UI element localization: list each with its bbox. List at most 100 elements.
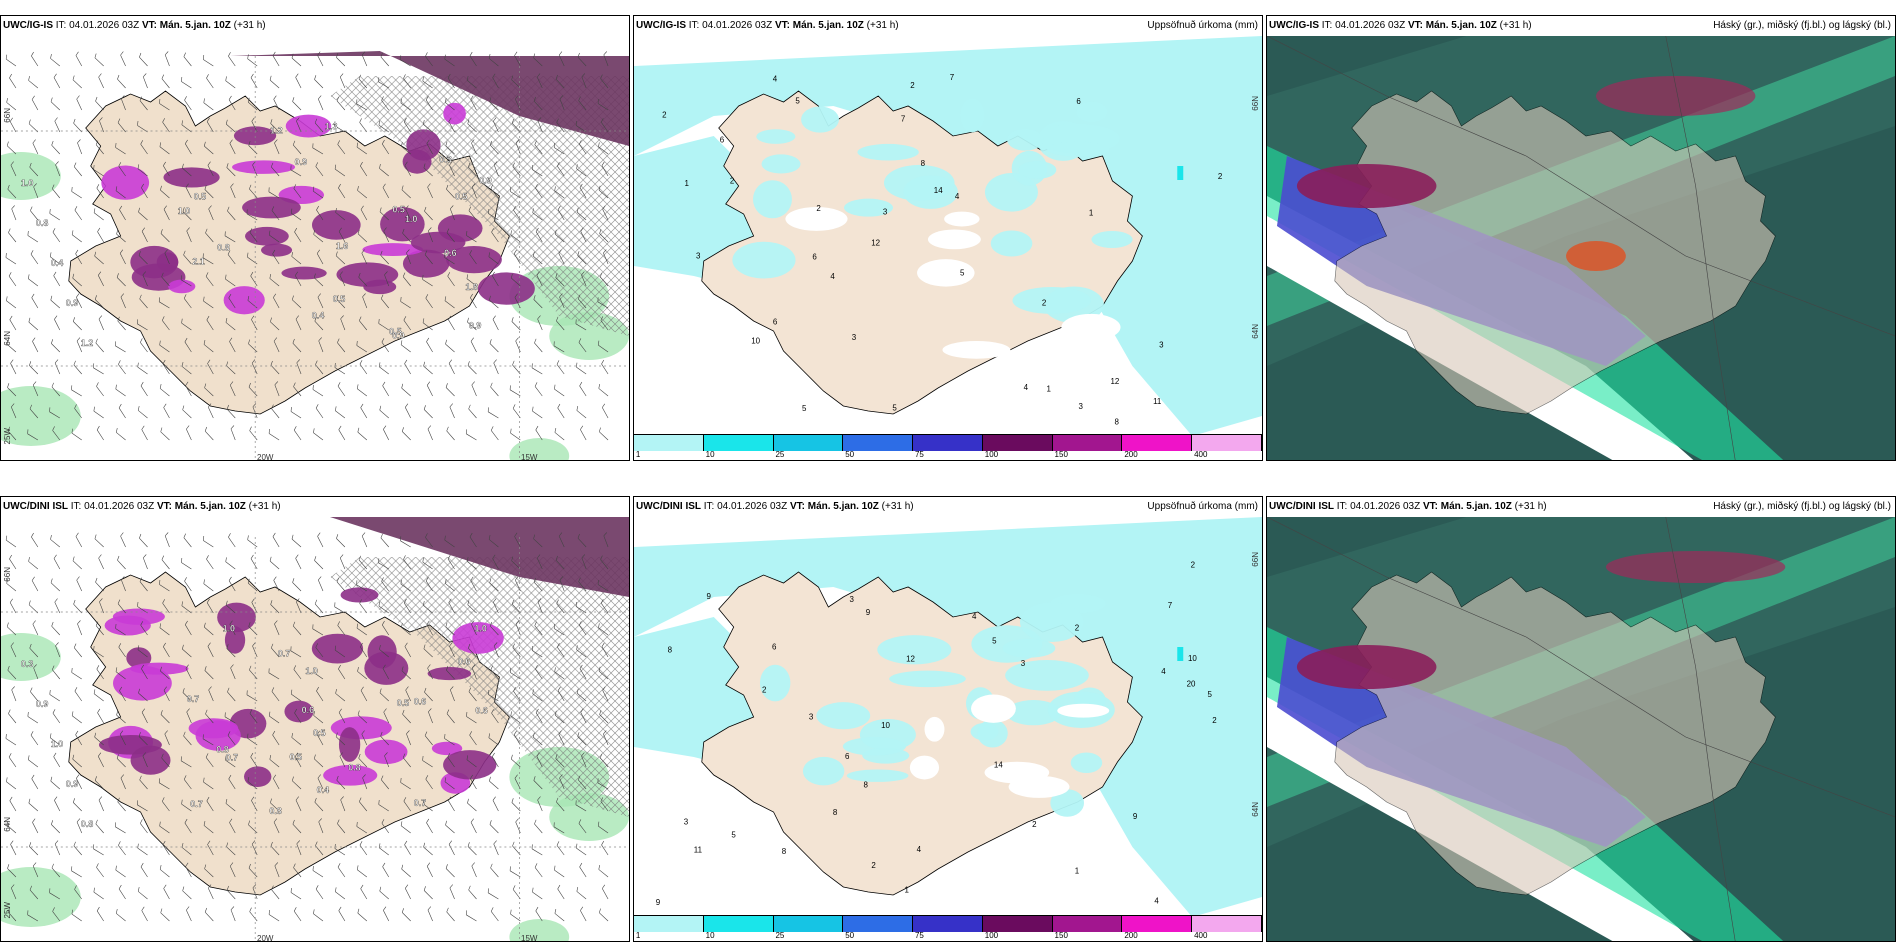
precip-value-label: 5 — [892, 403, 897, 412]
panel-ig-wind: UWC/IG-IS IT: 04.01.2026 03Z VT: Mán. 5.… — [0, 15, 630, 461]
legend-tick: 200 — [1124, 931, 1138, 940]
legend-swatch — [634, 435, 704, 451]
panel-ig-cloud: UWC/IG-IS IT: 04.01.2026 03Z VT: Mán. 5.… — [1266, 15, 1896, 461]
wind-svg: 1.00.80.40.91.21.80.60.30.50.90.50.90.8 1… — [1, 36, 629, 460]
precip-value-label: 1 — [1075, 867, 1080, 876]
precip-value-label: 5 — [802, 404, 807, 413]
precip-value-label: 12 — [1110, 377, 1119, 386]
precip-value-label: 0.8 — [36, 218, 48, 228]
precip-value-label: 9 — [656, 898, 661, 907]
precip-value-label: 0.3 — [439, 155, 451, 165]
precip-value-label: 0.7 — [226, 753, 238, 763]
precip-value-label: 1 — [905, 886, 910, 895]
panel-header: UWC/DINI ISL IT: 04.01.2026 03Z VT: Mán.… — [1269, 501, 1891, 512]
panel-ig-precip: UWC/IG-IS IT: 04.01.2026 03Z VT: Mán. 5.… — [633, 15, 1263, 461]
precip-value-label: 2 — [816, 204, 821, 213]
precip-value-label: 0.5 — [389, 327, 401, 337]
wind-map[interactable]: 0.3 0.9 1.0 0.9 0.8 0.5 0.7 0.6 0.5 0.4 0.7 0.6 0.8 0… — [1, 517, 629, 941]
precip-value-label: 2.1 — [192, 256, 204, 266]
precip-value-label: 6 — [773, 318, 778, 327]
precip-value-label: 3 — [684, 818, 689, 827]
precip-value-label: 5 — [992, 636, 997, 645]
precip-map[interactable]: 10 4 5 3 5 4 5 3 6 4 7 11 6 2 7 12 8 14 12 2 6 4 2 3 5 2 1 2 1 2 8 6 3 1 3 — [634, 36, 1262, 460]
legend-tick: 150 — [1054, 931, 1068, 940]
precip-value-label: 14 — [994, 760, 1003, 769]
precip-value-label: 0.9 — [36, 699, 48, 709]
precip-value-label: 0.5 — [289, 752, 301, 762]
precip-value-label: 5 — [731, 830, 736, 839]
precip-value-label: 0.8 — [217, 243, 229, 253]
precip-value-label: 0.8 — [216, 744, 228, 754]
lon-label: 20W — [257, 934, 274, 942]
precip-value-label: 0.8 — [81, 819, 93, 829]
precip-value-label: 2 — [730, 176, 735, 185]
precip-map[interactable]: 2 4 4 2 8 4 7 10 11 9 5 8 6 4 9 6 20 14 5 3 2 10 3 8 12 9 8 9 3 2 1 2 3 5… — [634, 517, 1262, 941]
precip-value-label: 0.7 — [190, 799, 202, 809]
precip-value-label: 2 — [1075, 624, 1080, 633]
precip-value-label: 5 — [960, 269, 965, 278]
cloud-map[interactable] — [1267, 36, 1895, 460]
precip-value-label: 1.2 — [270, 125, 282, 135]
legend-tick: 1 — [635, 931, 641, 940]
precip-value-label: 0.7 — [278, 649, 290, 659]
legend-tick: 75 — [914, 450, 924, 459]
iceland-landmass — [1334, 90, 1776, 415]
precip-value-label: 0.3 — [21, 659, 33, 669]
lat-label: 25W — [3, 428, 12, 445]
panel-header: UWC/IG-IS IT: 04.01.2026 03Z VT: Mán. 5.… — [1269, 20, 1891, 31]
legend-tick: 10 — [705, 931, 715, 940]
iceland-landmass — [1334, 571, 1776, 896]
precip-value-label: 8 — [833, 808, 838, 817]
precip-value-label: 0.5 — [455, 191, 467, 201]
precip-value-label: 6 — [720, 136, 725, 145]
precip-value-label: 1.0 — [21, 178, 33, 188]
legend-swatch — [1122, 435, 1193, 451]
precip-value-label: 6 — [1076, 97, 1081, 106]
precip-value-label: 0.9 — [479, 175, 491, 185]
precip-value-label: 1.6 — [336, 241, 348, 251]
precip-value-label: 2 — [1212, 716, 1217, 725]
lat-label: 64N — [3, 817, 12, 832]
precip-value-label: 1.2 — [81, 338, 93, 348]
precip-value-label: 7 — [950, 73, 955, 82]
precip-value-label: 9 — [1133, 812, 1138, 821]
legend-swatch — [703, 916, 774, 932]
precip-value-label: 0.6 — [444, 248, 456, 258]
precip-value-label: 0.6 — [458, 656, 470, 666]
precip-value-label: 0.7 — [414, 798, 426, 808]
lat-label: 64N — [1251, 324, 1260, 339]
precip-value-label: 1 — [685, 179, 690, 188]
lon-label: 20W — [257, 453, 274, 461]
wind-map[interactable]: 1.0 0.8 0.4 0.9 1.2 1.8 0.6 0.3 0.5 0.9 0.5 0.9 0.8 1… — [1, 36, 629, 460]
lat-label: 64N — [3, 331, 12, 346]
precip-value-label: 0.5 — [333, 294, 345, 304]
precip-value-label: 3 — [883, 207, 888, 216]
legend-tick: 400 — [1194, 450, 1208, 459]
cloud-map[interactable] — [1267, 517, 1895, 941]
precip-value-label: 4 — [972, 612, 977, 621]
precip-value-label: 0.6 — [302, 705, 314, 715]
legend-swatch — [913, 435, 983, 451]
legend-swatch — [843, 435, 914, 451]
precip-value-label: 6 — [812, 252, 817, 261]
precip-value-label: 2 — [662, 110, 667, 119]
legend-tick: 150 — [1054, 450, 1068, 459]
precip-value-label: 0.4 — [51, 258, 63, 268]
legend-swatch — [982, 435, 1053, 451]
panel-dini-cloud: UWC/DINI ISL IT: 04.01.2026 03Z VT: Mán.… — [1266, 496, 1896, 942]
precip-value-label: 11 — [1153, 397, 1162, 406]
precip-value-label: 7 — [901, 115, 906, 124]
precip-legend: 1 10 25 50 75 100 150 200 400 — [634, 915, 1262, 941]
legend-swatch — [634, 916, 704, 932]
precip-value-label: 12 — [871, 239, 880, 248]
lat-label: 25W — [3, 902, 12, 919]
precip-value-label: 3 — [809, 712, 814, 721]
lat-label: 66N — [1251, 552, 1260, 567]
legend-swatch — [1052, 916, 1123, 932]
legend-tick: 25 — [775, 931, 785, 940]
precip-value-label: 0.5 — [392, 205, 404, 215]
precip-value-label: 10 — [1188, 654, 1197, 663]
panel-dini-precip: UWC/DINI ISL IT: 04.01.2026 03Z VT: Mán.… — [633, 496, 1263, 942]
legend-swatch — [1192, 916, 1262, 932]
